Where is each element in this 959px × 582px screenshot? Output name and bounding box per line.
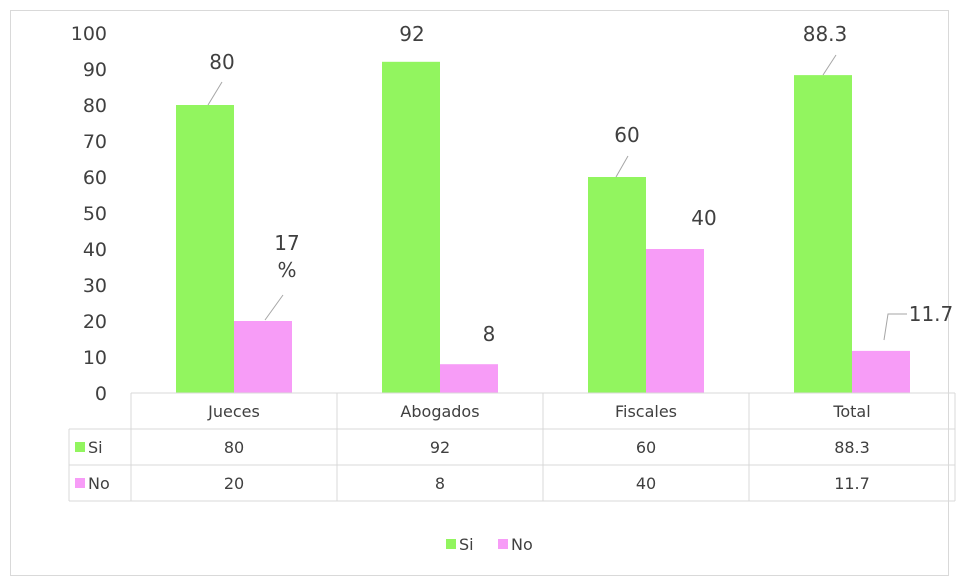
data-label-si-abogados: 92 (399, 22, 424, 46)
legend-label-si: Si (459, 535, 474, 554)
data-label-no-fiscales: 40 (691, 206, 716, 230)
y-tick-label-20: 20 (83, 311, 107, 333)
bar-no-jueces (234, 321, 292, 393)
y-tick-label-60: 60 (83, 167, 107, 189)
y-tick-label-80: 80 (83, 95, 107, 117)
leader-line-si-jueces (207, 81, 223, 106)
y-tick-label-90: 90 (83, 59, 107, 81)
table-cell-si-fiscales: 60 (636, 438, 656, 457)
y-tick-label-50: 50 (83, 203, 107, 225)
y-tick-label-10: 10 (83, 347, 107, 369)
y-tick-label-70: 70 (83, 131, 107, 153)
data-label-no-total: 11.7 (909, 302, 954, 326)
table-cell-no-fiscales: 40 (636, 474, 656, 493)
bar-no-fiscales (646, 249, 704, 393)
data-label-no-jueces: 17% (274, 231, 299, 282)
y-tick-label-0: 0 (95, 383, 107, 405)
table-row-label-si: Si (88, 438, 103, 457)
category-label-abogados: Abogados (400, 402, 479, 421)
table-row-label-no: No (88, 474, 110, 493)
legend-swatch-no (498, 539, 508, 549)
table-cell-no-jueces: 20 (224, 474, 244, 493)
bar-si-fiscales (588, 177, 646, 393)
table-cell-si-jueces: 80 (224, 438, 244, 457)
category-label-total: Total (832, 402, 870, 421)
data-label-si-jueces: 80 (209, 50, 234, 74)
data-label-no-abogados: 8 (483, 322, 496, 346)
bar-no-total (852, 350, 910, 393)
y-tick-label-40: 40 (83, 239, 107, 261)
category-label-fiscales: Fiscales (615, 402, 677, 421)
data-label-si-fiscales: 60 (614, 123, 639, 147)
legend-label-no: No (511, 535, 533, 554)
table-cell-si-abogados: 92 (430, 438, 450, 457)
data-label-si-total: 88.3 (803, 22, 848, 46)
bar-si-total (794, 75, 852, 394)
table-cell-no-total: 11.7 (834, 474, 870, 493)
bar-no-abogados (440, 364, 498, 393)
table-legend-key-si (75, 442, 85, 452)
legend-swatch-si (446, 539, 456, 549)
leader-line-no-jueces (264, 294, 284, 321)
y-tick-label-100: 100 (71, 23, 107, 45)
bar-si-jueces (176, 105, 234, 393)
category-label-jueces: Jueces (207, 402, 260, 421)
chart-frame (10, 10, 949, 576)
table-legend-key-no (75, 478, 85, 488)
table-cell-no-abogados: 8 (435, 474, 445, 493)
leader-line-no-total (883, 313, 907, 341)
table-cell-si-total: 88.3 (834, 438, 870, 457)
leader-line-si-fiscales (615, 155, 629, 178)
leader-line-si-total (822, 54, 837, 76)
y-tick-label-30: 30 (83, 275, 107, 297)
bar-si-abogados (382, 61, 440, 394)
